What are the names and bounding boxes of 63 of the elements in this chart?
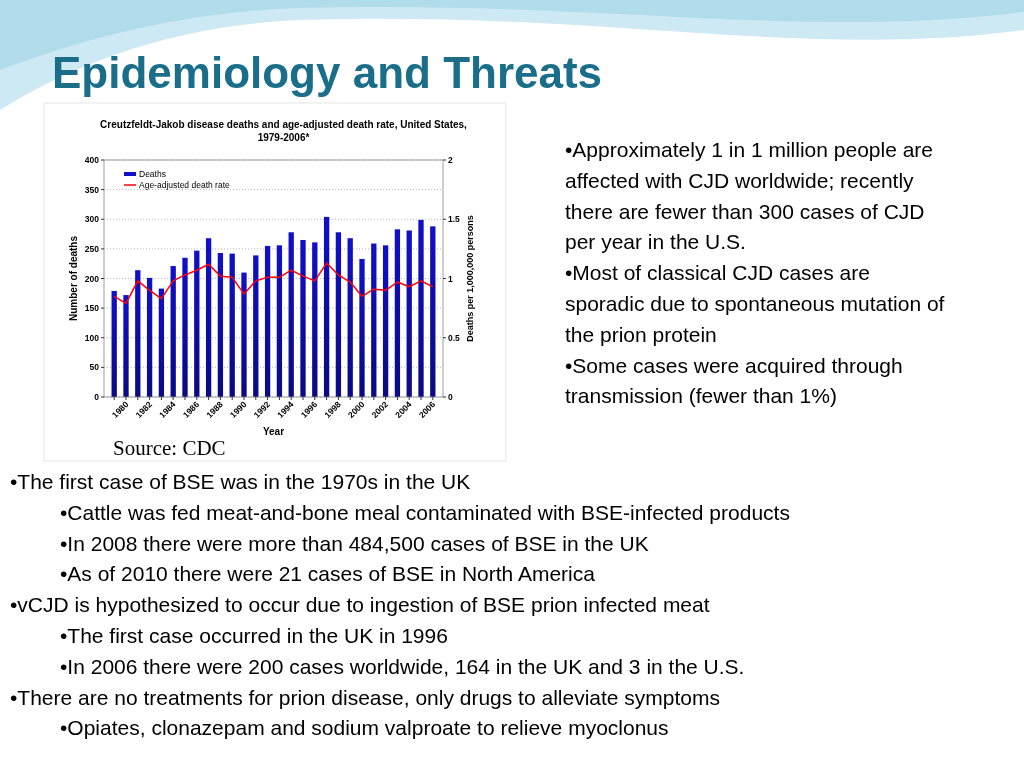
- bar: [229, 253, 235, 397]
- bar: [123, 295, 129, 397]
- bar: [430, 226, 436, 397]
- text: •In 2008 there were more than 484,500 cases of BSE in the UK: [60, 531, 649, 555]
- y-tick-label: 200: [84, 273, 100, 284]
- y2-tick-label: 2: [448, 155, 453, 165]
- bar: [406, 230, 412, 397]
- text: •vCJD is hypothesized to occur due to ingestion of BSE prion infected meat: [10, 593, 710, 617]
- y2-tick-label: 1.5: [448, 214, 461, 225]
- y-tick-label: 50: [89, 362, 100, 373]
- bar: [217, 253, 224, 397]
- y-tick-label: 300: [84, 214, 100, 225]
- legend-label: Deaths: [139, 169, 166, 179]
- bar: [323, 216, 330, 397]
- bar: [300, 239, 306, 397]
- bar: [264, 245, 271, 397]
- bar: [276, 245, 283, 397]
- line-series: [113, 262, 434, 305]
- y-axis-title: Number of deaths: [68, 235, 79, 322]
- bar: [241, 272, 247, 397]
- text: •Approximately 1 in 1 million people are affected with CJD worldwide; recently there are fewer than 300 cases of CJD per year in the U.S.: [565, 138, 934, 254]
- source-note: Source: CDC: [113, 436, 226, 460]
- text: Epidemiology and Threats: [52, 48, 603, 97]
- text: •Opiates, clonazepam and sodium valproate to relieve myoclonus: [60, 716, 669, 740]
- y2-tick-label: 0: [448, 392, 453, 402]
- bar: [111, 290, 117, 397]
- bar: [146, 277, 153, 397]
- bar: [182, 257, 188, 397]
- bar: [335, 232, 342, 397]
- y-tick-label: 0: [94, 392, 100, 402]
- x-axis-title: Year: [262, 426, 285, 437]
- y-tick-label: 350: [84, 184, 100, 195]
- y2-tick-label: 0.5: [448, 332, 461, 343]
- bar: [194, 250, 200, 397]
- bar: [394, 229, 401, 397]
- text: •Most of classical CJD cases are sporadic due to spontaneous mutation of the prion protein: [565, 261, 945, 346]
- text: •As of 2010 there were 21 cases of BSE in North America: [60, 562, 596, 586]
- y-tick-label: 100: [84, 332, 100, 343]
- y-tick-label: 250: [84, 243, 100, 254]
- text: •The first case occurred in the UK in 1996: [60, 624, 448, 647]
- bar: [312, 242, 318, 397]
- bar: [347, 238, 353, 397]
- bar: [359, 258, 365, 397]
- y-tick-label: 150: [84, 303, 100, 314]
- bar: [382, 245, 389, 397]
- bar: [288, 232, 294, 397]
- text: •Some cases were acquired through transmission (fewer than 1%): [565, 353, 903, 408]
- bar: [135, 270, 141, 397]
- bar: [418, 219, 424, 397]
- legend-label: Age-adjusted death rate: [139, 180, 230, 190]
- chart-title: Creutzfeldt-Jakob disease deaths and age-adjusted death rate, United States, 1979-2006*: [100, 119, 468, 143]
- bar: [371, 243, 377, 397]
- text: •There are no treatments for prion disease, only drugs to alleviate symptoms: [10, 685, 721, 709]
- bar: [253, 255, 259, 397]
- y2-axis-title: Deaths per 1,000,000 persons: [465, 215, 475, 342]
- text: •Cattle was fed meat-and-bone meal contaminated with BSE-infected products: [60, 500, 790, 524]
- bar: [158, 288, 165, 397]
- bar: [170, 266, 176, 397]
- y2-tick-label: 1: [448, 273, 453, 284]
- text: •The first case of BSE was in the 1970s in the UK: [10, 470, 471, 493]
- text: •In 2006 there were 200 cases worldwide, 164 in the UK and 3 in the U.S.: [60, 654, 745, 678]
- bar: [205, 238, 212, 397]
- y-tick-label: 400: [84, 155, 100, 165]
